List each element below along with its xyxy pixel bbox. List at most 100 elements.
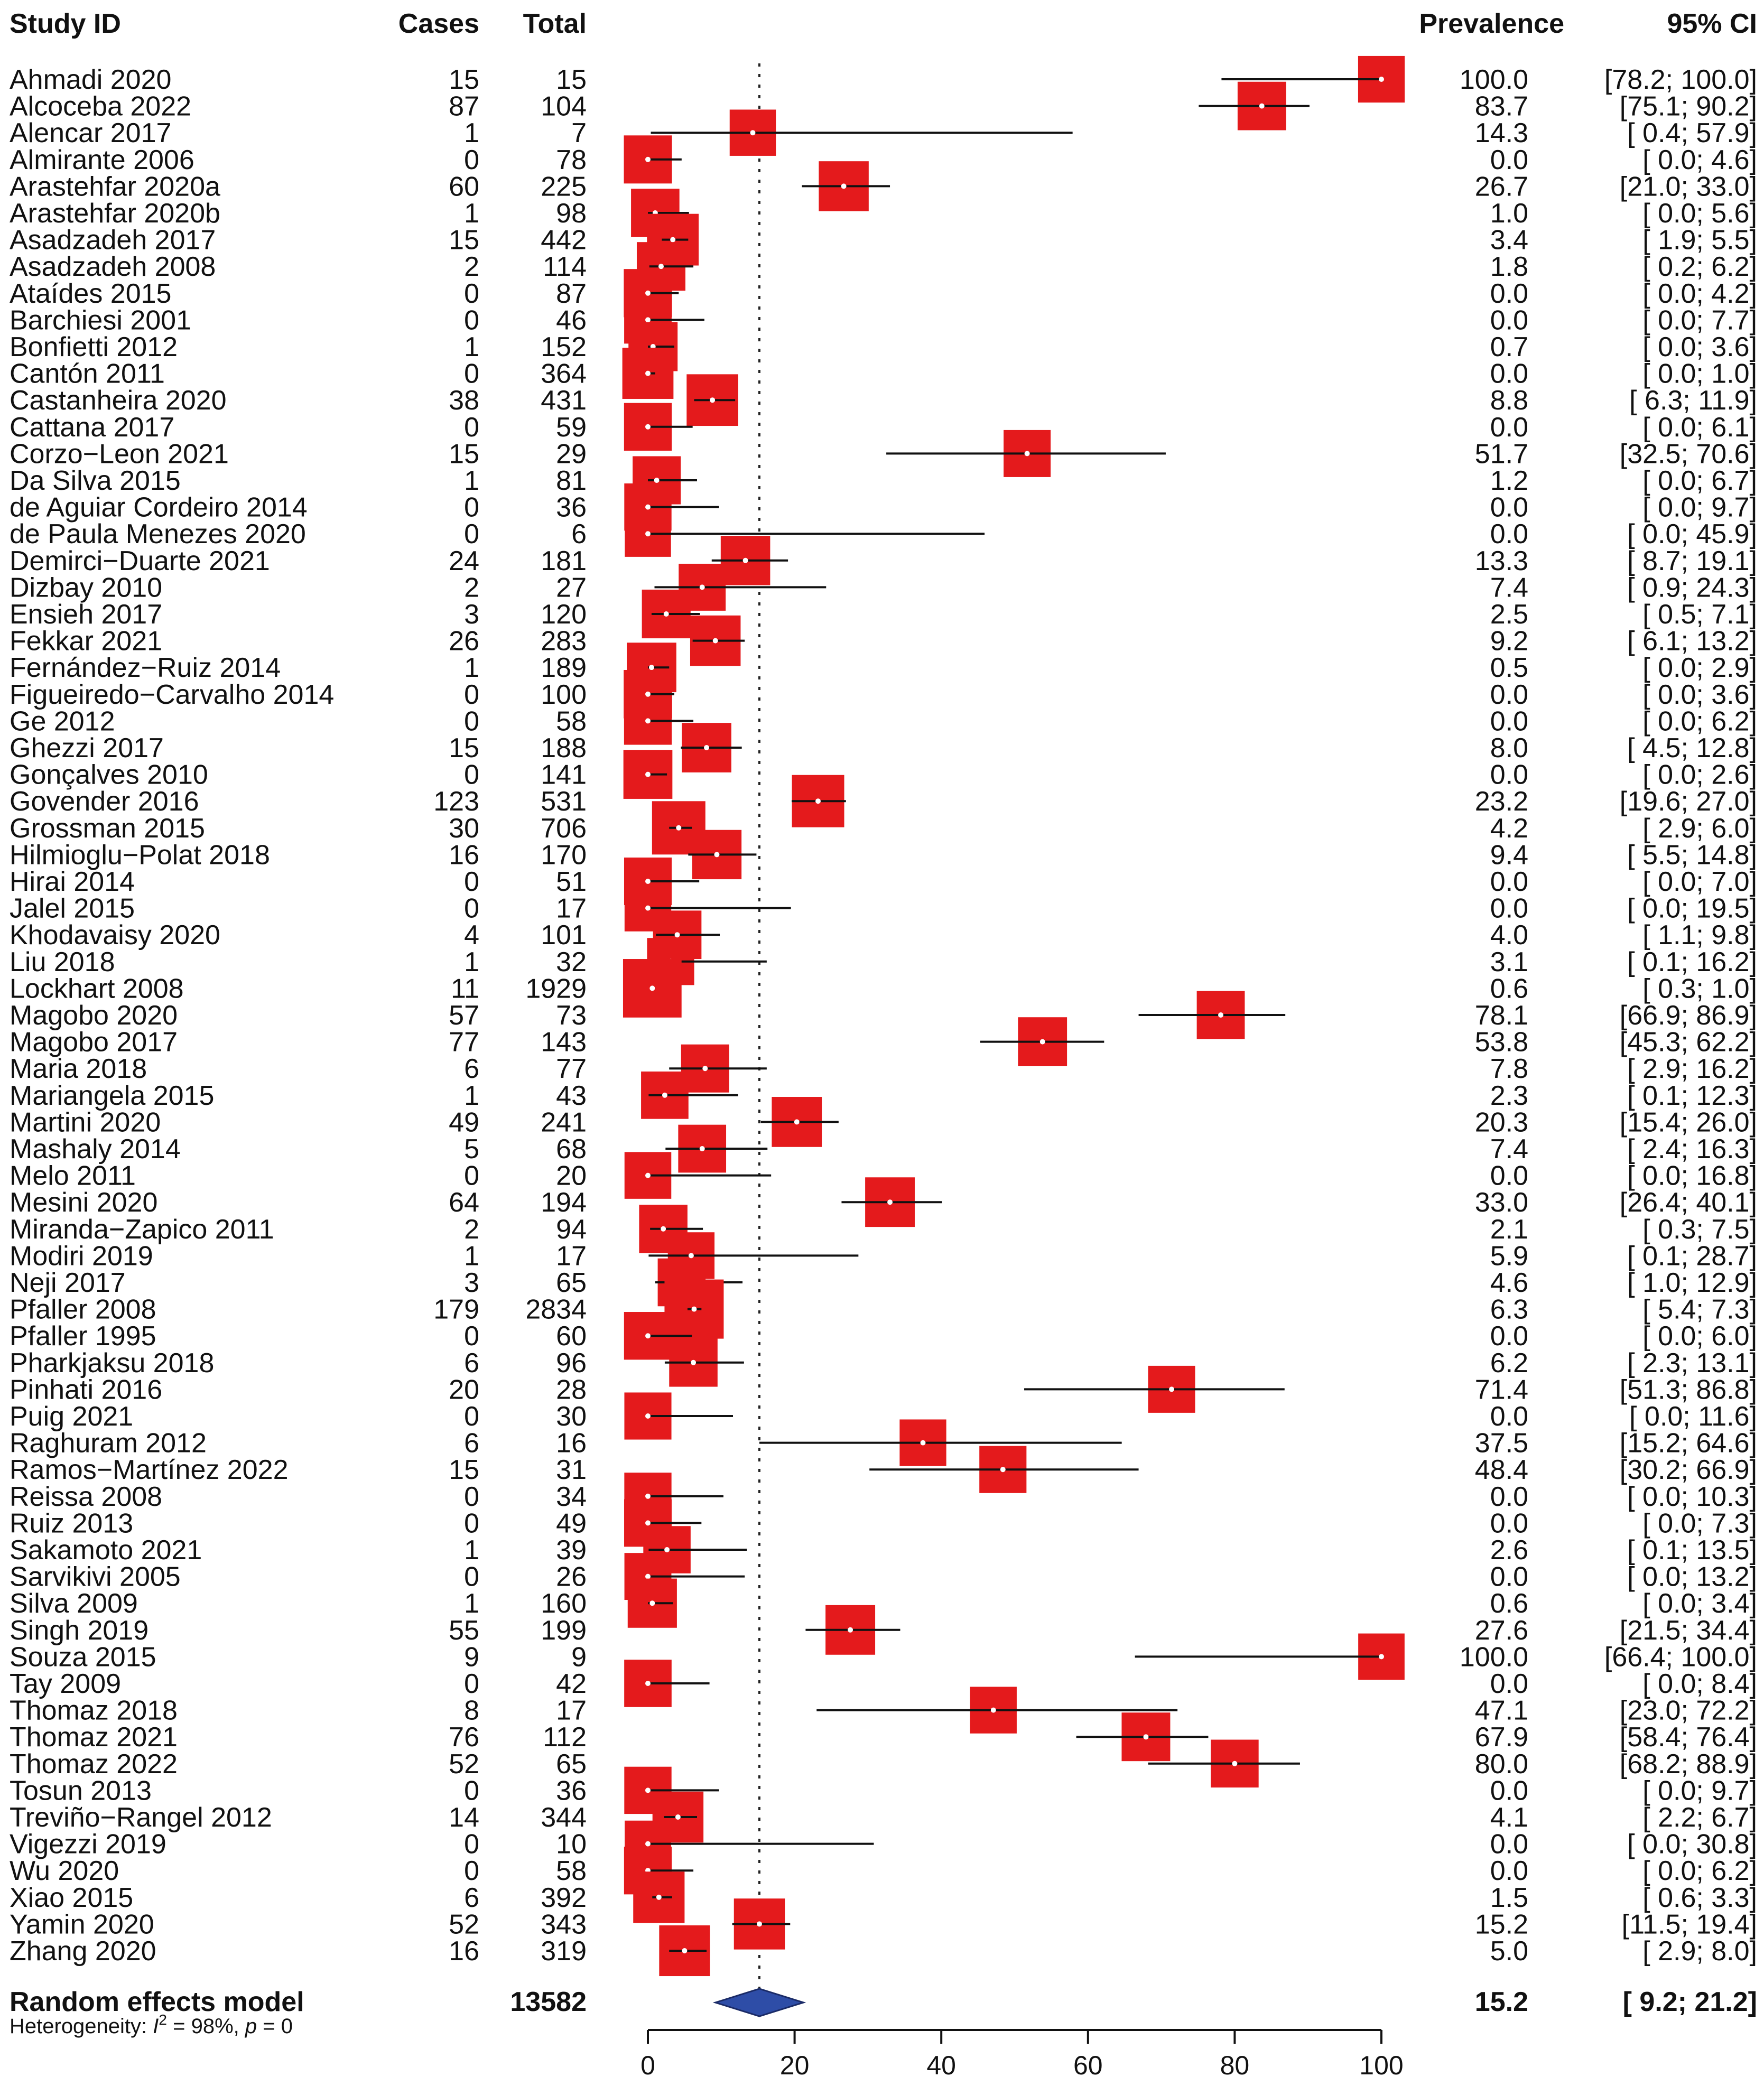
study-total: 392	[541, 1883, 587, 1913]
study-name: Mariangela 2015	[10, 1081, 214, 1111]
study-prevalence: 0.0	[1490, 1321, 1528, 1352]
study-ci: [21.0; 33.0]	[1620, 171, 1757, 202]
study-ci: [ 5.5; 14.8]	[1627, 840, 1757, 870]
study-cases: 15	[449, 64, 479, 95]
study-cases: 30	[449, 813, 479, 844]
study-ci: [ 0.1; 16.2]	[1627, 947, 1757, 977]
study-ci: [ 0.1; 28.7]	[1627, 1241, 1757, 1271]
point-estimate	[661, 1226, 666, 1232]
study-cases: 0	[464, 1856, 479, 1886]
study-row: Ghezzi 2017 15 188 8.0 [ 4.5; 12.8]	[10, 723, 1757, 772]
study-name: Silva 2009	[10, 1588, 138, 1619]
point-estimate	[645, 771, 651, 777]
study-ci: [ 1.9; 5.5]	[1642, 225, 1757, 256]
study-ci: [ 2.9; 6.0]	[1642, 813, 1757, 844]
point-estimate	[645, 1573, 651, 1579]
study-cases: 60	[449, 171, 479, 202]
study-row: Silva 2009 1 160 0.6 [ 0.0; 3.4]	[10, 1578, 1757, 1628]
study-ci: [ 0.0; 8.4]	[1642, 1669, 1757, 1699]
study-cases: 6	[464, 1883, 479, 1913]
point-estimate	[645, 317, 651, 323]
study-row: Vigezzi 2019 0 10 0.0 [ 0.0; 30.8]	[10, 1820, 1757, 1867]
study-prevalence: 0.0	[1490, 278, 1528, 309]
study-cases: 5	[464, 1134, 479, 1165]
p-value: = 0	[257, 2015, 293, 2038]
study-name: Alencar 2017	[10, 118, 171, 148]
point-estimate	[1218, 1012, 1224, 1018]
study-total: 34	[556, 1482, 587, 1512]
study-ci: [ 0.0; 6.2]	[1642, 1856, 1757, 1886]
point-estimate	[658, 264, 664, 269]
study-cases: 64	[449, 1187, 479, 1218]
study-name: Ahmadi 2020	[10, 64, 171, 95]
study-prevalence: 0.0	[1490, 760, 1528, 790]
study-row: Melo 2011 0 20 0.0 [ 0.0; 16.8]	[10, 1152, 1757, 1199]
study-cases: 26	[449, 626, 479, 657]
study-total: 7	[571, 118, 587, 148]
study-total: 17	[556, 1696, 587, 1726]
study-cases: 49	[449, 1107, 479, 1138]
x-tick-label: 40	[926, 2051, 956, 2080]
study-cases: 76	[449, 1722, 479, 1753]
point-estimate	[699, 1146, 705, 1151]
study-total: 73	[556, 1000, 587, 1031]
study-prevalence: 2.6	[1490, 1535, 1528, 1566]
study-prevalence: 0.0	[1490, 1669, 1528, 1699]
study-row: Jalel 2015 0 17 0.0 [ 0.0; 19.5]	[10, 884, 1757, 932]
study-name: Dizbay 2010	[10, 572, 162, 603]
i2-value: = 98%,	[167, 2015, 245, 2038]
study-ci: [15.2; 64.6]	[1620, 1428, 1757, 1459]
study-total: 2834	[525, 1295, 587, 1325]
study-name: Ataídes 2015	[10, 278, 171, 309]
study-row: Singh 2019 55 199 27.6 [21.5; 34.4]	[10, 1605, 1757, 1655]
point-estimate	[688, 1253, 694, 1259]
study-row: Magobo 2020 57 73 78.1 [66.9; 86.9]	[10, 991, 1757, 1039]
study-cases: 14	[449, 1802, 479, 1833]
study-total: 51	[556, 867, 587, 897]
study-ci: [ 0.6; 3.3]	[1642, 1883, 1757, 1913]
study-cases: 57	[449, 1000, 479, 1031]
study-total: 364	[541, 359, 587, 389]
study-ci: [30.2; 66.9]	[1620, 1455, 1757, 1485]
study-total: 9	[571, 1642, 587, 1672]
study-row: Figueiredo−Carvalho 2014 0 100 0.0 [ 0.0; 3.…	[10, 669, 1757, 719]
study-ci: [ 0.0; 6.2]	[1642, 706, 1757, 737]
point-estimate	[645, 370, 651, 376]
study-cases: 0	[464, 1669, 479, 1699]
point-estimate	[704, 745, 710, 750]
point-estimate	[712, 638, 718, 644]
study-total: 36	[556, 492, 587, 523]
study-total: 120	[541, 599, 587, 630]
study-prevalence: 2.1	[1490, 1214, 1528, 1245]
study-name: Gonçalves 2010	[10, 760, 208, 790]
study-ci: [ 1.0; 12.9]	[1627, 1268, 1757, 1298]
study-ci: [ 2.9; 16.2]	[1627, 1054, 1757, 1084]
study-row: Ramos−Martínez 2022 15 31 48.4 [30.2; 66.9]	[10, 1446, 1757, 1493]
study-name: Reissa 2008	[10, 1482, 162, 1512]
study-prevalence: 83.7	[1475, 91, 1528, 122]
point-estimate	[645, 1681, 651, 1686]
study-ci: [ 4.5; 12.8]	[1627, 733, 1757, 763]
study-prevalence: 3.1	[1490, 947, 1528, 977]
study-total: 431	[541, 385, 587, 416]
point-estimate	[645, 1333, 651, 1339]
study-row: Alcoceba 2022 87 104 83.7 [75.1; 90.2]	[10, 81, 1757, 131]
study-total: 6	[571, 519, 587, 550]
study-cases: 123	[433, 786, 479, 817]
study-cases: 1	[464, 653, 479, 683]
study-cases: 0	[464, 412, 479, 443]
point-estimate	[645, 290, 651, 296]
study-prevalence: 0.0	[1490, 1161, 1528, 1191]
study-row: Miranda−Zapico 2011 2 94 2.1 [ 0.3; 7.5]	[10, 1205, 1757, 1253]
study-prevalence: 100.0	[1460, 1642, 1528, 1672]
study-prevalence: 1.8	[1490, 252, 1528, 282]
study-name: Pfaller 1995	[10, 1321, 156, 1352]
study-name: Magobo 2017	[10, 1027, 178, 1058]
study-row: Lockhart 2008 11 1929 0.6 [ 0.3; 1.0]	[10, 959, 1757, 1018]
study-name: Grossman 2015	[10, 813, 205, 844]
summary-total: 13582	[510, 1987, 587, 2017]
study-cases: 1	[464, 1588, 479, 1619]
study-prevalence: 1.5	[1490, 1883, 1528, 1913]
study-prevalence: 0.0	[1490, 893, 1528, 924]
